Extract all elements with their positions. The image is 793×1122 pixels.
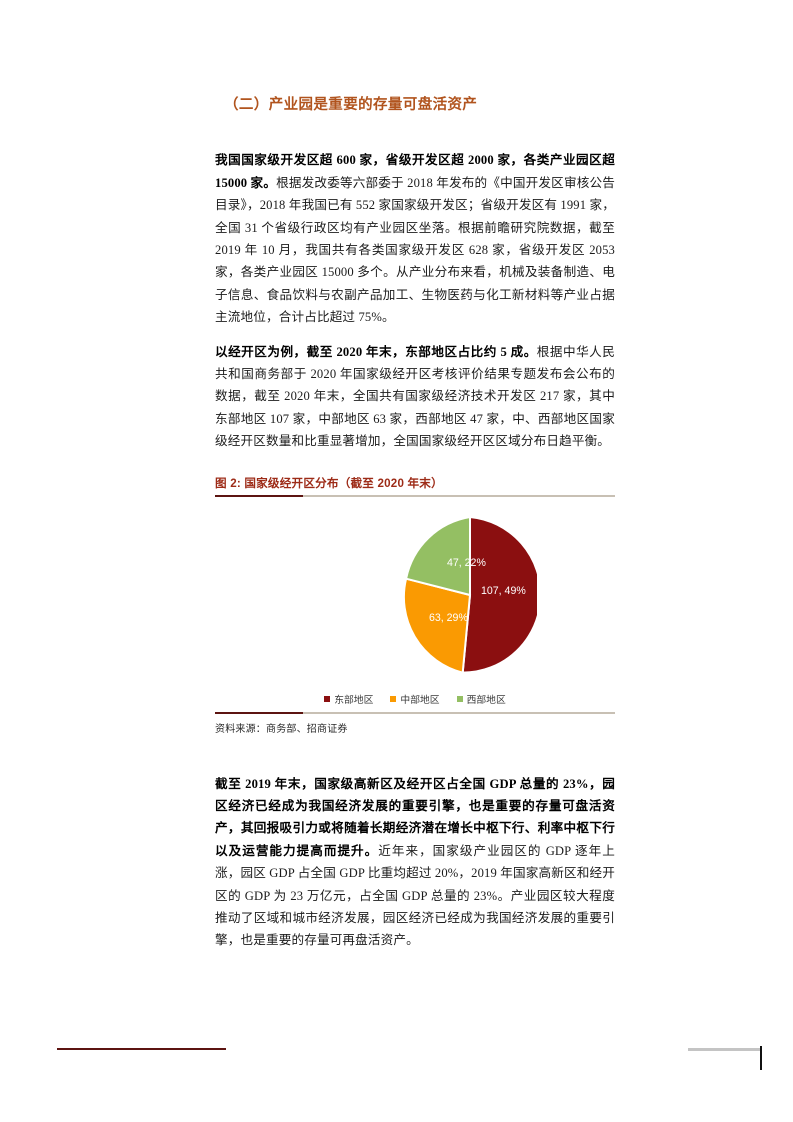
footer-rule-left [57,1048,226,1050]
figure-2: 图 2: 国家级经开区分布（截至 2020 年末） 107, 49% 63, 2… [215,475,615,735]
legend-swatch-middle [390,695,397,702]
legend-item-west: 西部地区 [456,692,506,706]
pie-slice-west [404,515,471,596]
paragraph-2-lead: 以经开区为例，截至 2020 年末，东部地区占比约 5 成。 [215,344,537,359]
paragraph-1-lead: 我国国家级开发区超 600 家，省级开发区超 2000 家，各类产业园区超 15… [215,153,615,190]
legend-swatch-east [324,695,331,702]
paragraph-1-body: 根据发改委等六部委于 2018 年发布的《中国开发区审核公告目录》，2018 年… [215,175,615,325]
legend-label-east: 东部地区 [334,694,374,706]
pie-slice-middle [403,577,472,674]
pie-graphic: 107, 49% 63, 29% 47, 22% [403,515,537,675]
figure-source: 资料来源：商务部、招商证券 [215,723,348,735]
pie-chart: 107, 49% 63, 29% 47, 22% 东部地区 中部地区 [215,497,615,712]
section-heading: （二）产业园是重要的存量可盘活资产 [224,97,478,113]
legend-label-middle: 中部地区 [400,694,440,706]
pie-label-east: 107, 49% [481,584,526,597]
pie-svg [403,515,537,674]
paragraph-2-body: 根据中华人民共和国商务部于 2020 年国家级经开区考核评价结果专题发布会公布的… [215,344,616,449]
paragraph-3: 截至 2019 年末，国家级高新区及经开区占全国 GDP 总量的 23%，园区经… [215,773,615,952]
page-content: （二）产业园是重要的存量可盘活资产 我国国家级开发区超 600 家，省级开发区超… [215,95,615,964]
figure-bottom-rule [215,711,615,714]
figure-top-rule [215,494,615,497]
paragraph-1: 我国国家级开发区超 600 家，省级开发区超 2000 家，各类产业园区超 15… [215,149,615,328]
legend-swatch-west [456,695,463,702]
pie-label-west: 47, 22% [447,556,486,569]
pie-slices [403,515,537,674]
figure-title: 图 2: 国家级经开区分布（截至 2020 年末） [215,476,443,490]
chart-legend: 东部地区 中部地区 西部地区 [215,692,615,706]
paragraph-3-lead: 截至 2019 年末，国家级高新区及经开区占全国 GDP 总量的 23%，园区经… [215,776,615,858]
paragraph-3-body: 近年来，国家级产业园区的 GDP 逐年上涨，园区 GDP 占全国 GDP 比重均… [215,843,615,948]
pie-slice-east [461,515,537,674]
pie-label-middle: 63, 29% [429,611,468,624]
footer-rule-right [688,1048,760,1051]
legend-label-west: 西部地区 [466,694,506,706]
legend-item-east: 东部地区 [324,692,373,706]
legend-item-middle: 中部地区 [390,692,440,706]
paragraph-2: 以经开区为例，截至 2020 年末，东部地区占比约 5 成。根据中华人民共和国商… [215,341,615,453]
footer-tick-mark [760,1046,762,1070]
